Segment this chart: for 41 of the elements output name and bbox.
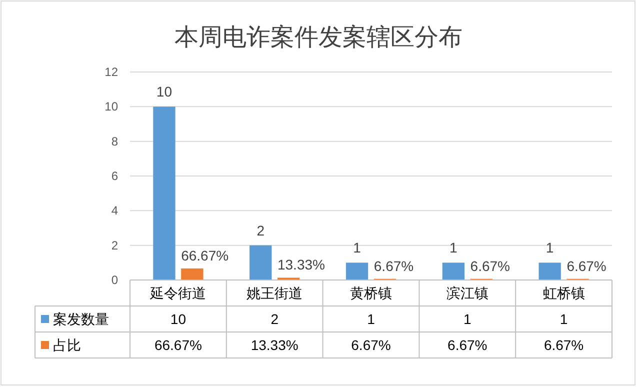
y-tick-label: 4 (111, 204, 118, 218)
data-label: 1 (367, 311, 376, 327)
y-tick-label: 10 (104, 100, 118, 114)
y-tick-label: 12 (104, 65, 118, 79)
bar (181, 268, 204, 280)
data-label: 6.67% (351, 337, 391, 353)
x-tick-label: 姚王街道 (246, 285, 303, 301)
data-label: 6.67% (448, 337, 488, 353)
text: 10 (156, 84, 172, 100)
bar (250, 245, 272, 280)
legend-label: 占比 (53, 337, 81, 353)
legend-label: 案发数量 (53, 311, 109, 327)
data-label: 6.67% (544, 337, 584, 353)
data-label: 13.33% (250, 337, 298, 353)
y-tick-label: 0 (111, 273, 118, 287)
x-tick-label: 虹桥镇 (542, 285, 585, 301)
x-tick-label: 黄桥镇 (350, 285, 392, 301)
x-tick-label: 延令街道 (149, 285, 206, 301)
data-label: 66.67% (154, 337, 202, 353)
x-tick-label: 滨江镇 (446, 285, 488, 301)
y-tick-label: 2 (111, 238, 118, 252)
bar (442, 262, 465, 280)
bar (153, 106, 176, 280)
text: 66.67% (181, 247, 229, 264)
text: 13.33% (277, 256, 325, 273)
bar (346, 262, 368, 280)
text: 1 (450, 240, 458, 256)
text: 2 (256, 222, 265, 238)
y-tick-label: 8 (111, 134, 118, 148)
data-label: 2 (270, 311, 279, 327)
text: 6.67% (470, 258, 510, 274)
data-label: 1 (464, 311, 472, 327)
chart-title: 本周电诈案件发案辖区分布 (174, 24, 462, 51)
text: 1 (546, 240, 554, 256)
bar (538, 262, 561, 280)
text: 6.67% (374, 258, 414, 274)
y-tick-label: 6 (111, 169, 118, 183)
data-label: 10 (170, 311, 186, 327)
data-label: 1 (560, 311, 568, 327)
text: 1 (353, 240, 361, 256)
text: 6.67% (566, 258, 606, 274)
